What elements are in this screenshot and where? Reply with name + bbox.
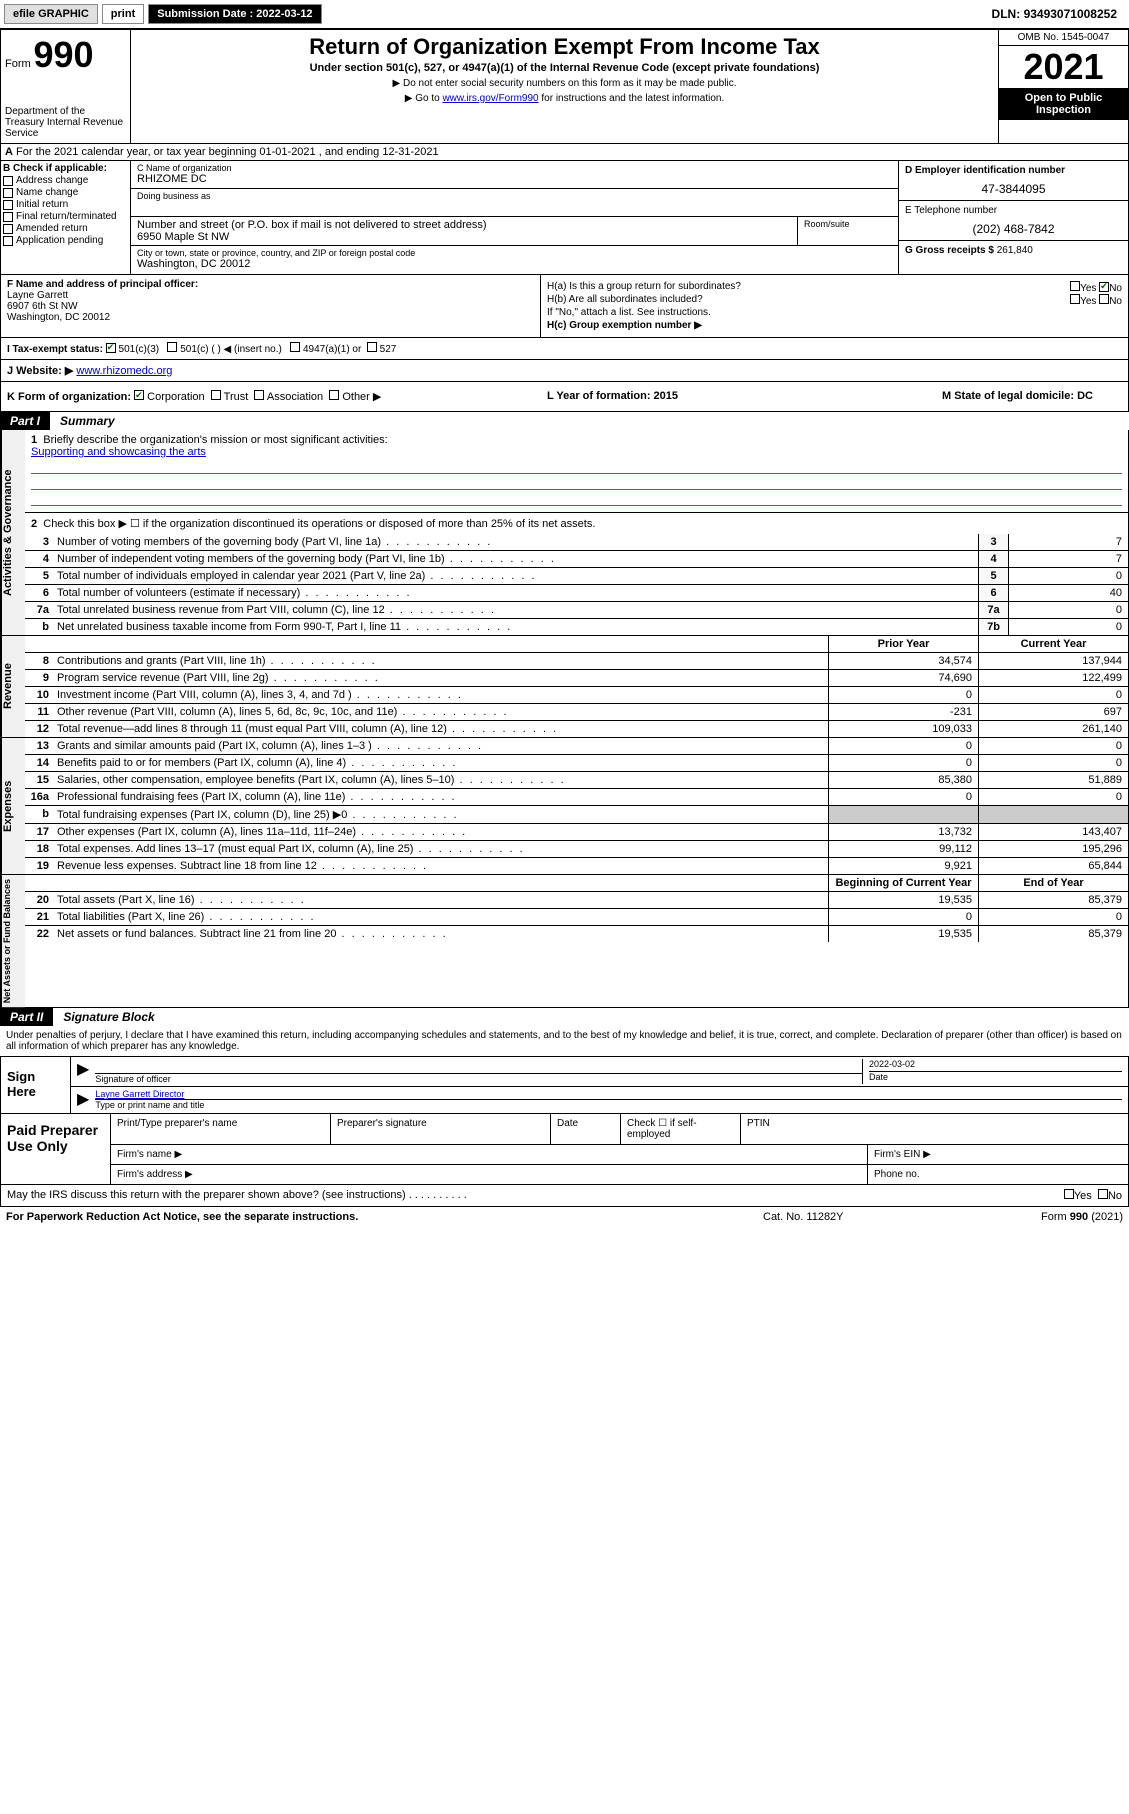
box-c: C Name of organization RHIZOME DC Doing …: [131, 161, 898, 274]
officer-name: Layne Garrett: [7, 290, 68, 301]
sidebar-revenue: Revenue: [1, 636, 25, 737]
org-name: RHIZOME DC: [137, 173, 892, 185]
two-col-row: bTotal fundraising expenses (Part IX, co…: [25, 806, 1128, 824]
instruction-2: ▶ Go to www.irs.gov/Form990 for instruct…: [139, 93, 990, 104]
ein: 47-3844095: [905, 182, 1122, 196]
omb-number: OMB No. 1545-0047: [999, 30, 1128, 46]
two-col-row: 15Salaries, other compensation, employee…: [25, 772, 1128, 789]
two-col-row: 10Investment income (Part VIII, column (…: [25, 687, 1128, 704]
two-col-row: 14Benefits paid to or for members (Part …: [25, 755, 1128, 772]
row-i: I Tax-exempt status: 501(c)(3) 501(c) ( …: [0, 338, 1129, 360]
sidebar-expenses: Expenses: [1, 738, 25, 874]
efile-badge: efile GRAPHIC: [4, 4, 98, 24]
summary-row: 4Number of independent voting members of…: [25, 551, 1128, 568]
summary-row: 3Number of voting members of the governi…: [25, 534, 1128, 551]
irs-link[interactable]: www.irs.gov/Form990: [442, 93, 538, 104]
two-col-row: 12Total revenue—add lines 8 through 11 (…: [25, 721, 1128, 737]
summary-row: 5Total number of individuals employed in…: [25, 568, 1128, 585]
part-2-header: Part II Signature Block: [0, 1008, 1129, 1026]
summary-row: 7aTotal unrelated business revenue from …: [25, 602, 1128, 619]
row-k-l-m: K Form of organization: Corporation Trus…: [0, 382, 1129, 412]
sidebar-activities: Activities & Governance: [1, 430, 25, 635]
two-col-row: 16aProfessional fundraising fees (Part I…: [25, 789, 1128, 806]
two-col-row: 13Grants and similar amounts paid (Part …: [25, 738, 1128, 755]
website-link[interactable]: www.rhizomedc.org: [76, 365, 172, 377]
declaration-text: Under penalties of perjury, I declare th…: [0, 1026, 1129, 1057]
sig-date: 2022-03-02: [869, 1059, 915, 1069]
summary-row: 6Total number of volunteers (estimate if…: [25, 585, 1128, 602]
part-1-header: Part I Summary: [0, 412, 1129, 430]
dln-display: DLN: 93493071008252: [992, 7, 1125, 21]
identity-block: B Check if applicable: Address change Na…: [0, 161, 1129, 275]
box-d-e-g: D Employer identification number 47-3844…: [898, 161, 1128, 274]
form-label: Form: [5, 58, 31, 70]
row-f-h: F Name and address of principal officer:…: [0, 275, 1129, 338]
subtitle: Under section 501(c), 527, or 4947(a)(1)…: [139, 62, 990, 74]
line-a: A For the 2021 calendar year, or tax yea…: [0, 144, 1129, 161]
two-col-row: 8Contributions and grants (Part VIII, li…: [25, 653, 1128, 670]
phone: (202) 468-7842: [905, 222, 1122, 236]
two-col-row: 18Total expenses. Add lines 13–17 (must …: [25, 841, 1128, 858]
top-bar: efile GRAPHIC print Submission Date : 20…: [0, 0, 1129, 29]
paid-preparer-block: Paid Preparer Use Only Print/Type prepar…: [0, 1114, 1129, 1185]
sidebar-netassets: Net Assets or Fund Balances: [1, 875, 25, 1007]
open-public-badge: Open to Public Inspection: [999, 88, 1128, 120]
box-b: B Check if applicable: Address change Na…: [1, 161, 131, 274]
discuss-row: May the IRS discuss this return with the…: [0, 1185, 1129, 1207]
org-address: 6950 Maple St NW: [137, 231, 791, 243]
officer-name-title[interactable]: Layne Garrett Director: [95, 1089, 184, 1099]
two-col-row: 17Other expenses (Part IX, column (A), l…: [25, 824, 1128, 841]
two-col-row: 21Total liabilities (Part X, line 26)00: [25, 909, 1128, 926]
revenue-section: Revenue Prior Year Current Year 8Contrib…: [0, 636, 1129, 738]
gross-receipts: 261,840: [997, 245, 1033, 256]
bottom-line: For Paperwork Reduction Act Notice, see …: [0, 1207, 1129, 1227]
two-col-row: 11Other revenue (Part VIII, column (A), …: [25, 704, 1128, 721]
sign-here-block: Sign Here ▶ Signature of officer 2022-03…: [0, 1057, 1129, 1114]
instruction-1: ▶ Do not enter social security numbers o…: [139, 78, 990, 89]
mission-text[interactable]: Supporting and showcasing the arts: [31, 446, 206, 458]
activities-governance: Activities & Governance 1 Briefly descri…: [0, 430, 1129, 636]
dept-treasury: Department of the Treasury Internal Reve…: [5, 106, 126, 139]
two-col-row: 20Total assets (Part X, line 16)19,53585…: [25, 892, 1128, 909]
tax-year: 2021: [999, 46, 1128, 88]
org-city: Washington, DC 20012: [137, 258, 892, 270]
form-header: Form 990 Department of the Treasury Inte…: [0, 29, 1129, 144]
two-col-row: 22Net assets or fund balances. Subtract …: [25, 926, 1128, 942]
expenses-section: Expenses 13Grants and similar amounts pa…: [0, 738, 1129, 875]
row-j: J Website: ▶ www.rhizomedc.org: [0, 360, 1129, 382]
two-col-row: 19Revenue less expenses. Subtract line 1…: [25, 858, 1128, 874]
submission-date-label: Submission Date : 2022-03-12: [148, 4, 321, 24]
summary-row: bNet unrelated business taxable income f…: [25, 619, 1128, 635]
two-col-row: 9Program service revenue (Part VIII, lin…: [25, 670, 1128, 687]
netassets-section: Net Assets or Fund Balances Beginning of…: [0, 875, 1129, 1008]
form-number: 990: [33, 34, 93, 75]
print-button[interactable]: print: [102, 4, 144, 24]
main-title: Return of Organization Exempt From Incom…: [139, 34, 990, 60]
